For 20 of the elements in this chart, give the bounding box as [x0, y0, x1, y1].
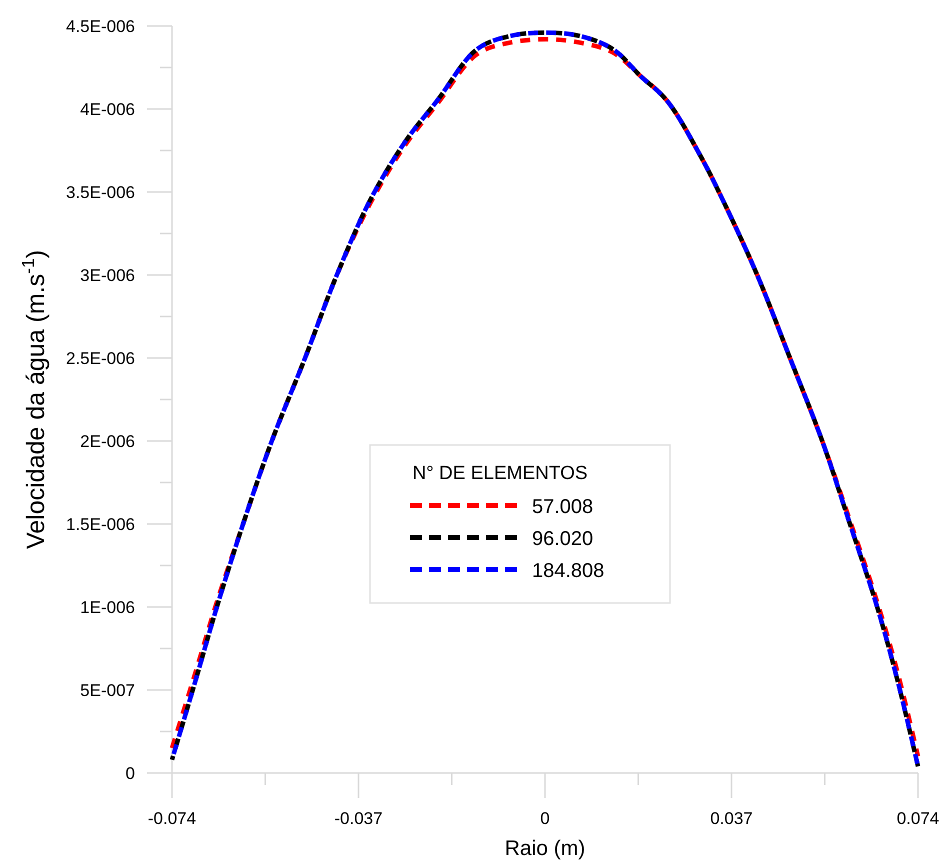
y-tick-label: 3E-006 — [80, 266, 135, 285]
y-tick-label: 1E-006 — [80, 598, 135, 617]
x-tick-label: 0.037 — [710, 809, 753, 828]
y-tick-label: 1.5E-006 — [66, 515, 135, 534]
legend-label: 57.008 — [532, 496, 594, 518]
x-tick-label: 0 — [540, 809, 550, 828]
y-tick-label: 2E-006 — [80, 432, 135, 451]
x-tick-label: -0.037 — [334, 809, 383, 828]
y-tick-label: 4.5E-006 — [66, 17, 135, 36]
x-tick-label: -0.074 — [148, 809, 196, 828]
x-tick-label: 0.074 — [896, 809, 940, 828]
x-axis-title: Raio (m) — [504, 837, 586, 860]
legend-label: 96.020 — [532, 528, 594, 550]
y-tick-label: 4E-006 — [80, 100, 135, 119]
legend-title: N° DE ELEMENTOS — [412, 463, 588, 484]
y-tick-label: 2.5E-006 — [66, 349, 135, 368]
y-tick-label: 3.5E-006 — [66, 183, 135, 202]
y-tick-label: 5E-007 — [80, 681, 135, 700]
legend-label: 184.808 — [532, 560, 604, 582]
y-tick-label: 0 — [126, 764, 135, 783]
